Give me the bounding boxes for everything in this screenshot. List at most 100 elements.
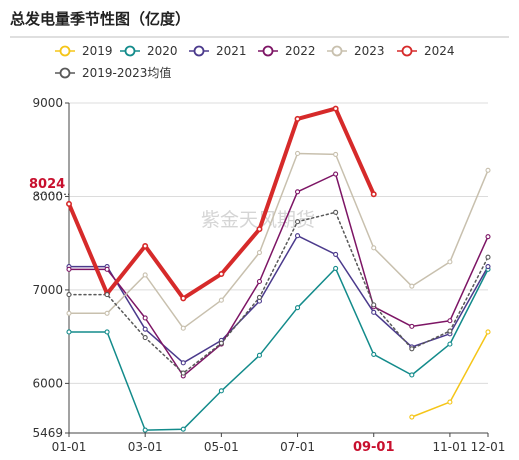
point-2019-2023-4 xyxy=(180,370,186,376)
legend-label-2022: 2022 xyxy=(285,44,316,58)
series-line-2020 xyxy=(68,267,489,431)
point-2024-5 xyxy=(218,271,225,278)
x-tick-label-11-01: 11-01 xyxy=(432,440,467,454)
legend-label-2020: 2020 xyxy=(147,44,178,58)
point-2019-2023-6 xyxy=(256,294,263,300)
point-2019-2023-3 xyxy=(142,335,148,341)
point-2019-2023-11 xyxy=(447,328,453,334)
chart-legend: 2019 2020 2021 2022 2023 2024 2019-2023均值 xyxy=(55,44,455,80)
annotations: 8024 xyxy=(29,177,69,195)
series-lines xyxy=(67,106,489,431)
point-2020-5 xyxy=(218,388,224,394)
series-line-2021 xyxy=(68,234,489,364)
x-tick-label-09-01: 09-01 xyxy=(353,440,395,455)
x-tick-label-07-01: 07-01 xyxy=(280,440,315,454)
series-line-2019-2023 xyxy=(68,211,489,374)
point-2022-11 xyxy=(447,318,453,324)
point-2021-12 xyxy=(485,264,491,270)
point-2023-9 xyxy=(371,245,377,251)
last-value-label: 8024 xyxy=(29,177,65,192)
axes: 5469 6000 7000 8000 9000 01-01 03-01 05-01 07-01… xyxy=(32,96,505,455)
point-2022-7 xyxy=(294,189,301,195)
point-2024-8 xyxy=(332,105,339,112)
point-2019-2023-8 xyxy=(333,209,339,215)
y-tick-label-7000: 7000 xyxy=(32,283,63,297)
point-2022-3 xyxy=(142,315,148,321)
point-2019-2023-10 xyxy=(409,346,415,352)
point-2022-1 xyxy=(66,266,72,272)
point-2023-1 xyxy=(66,310,72,316)
legend-item-2021[interactable]: 2021 xyxy=(189,44,247,58)
legend-swatch-marker-2022 xyxy=(262,45,274,57)
grid-lines xyxy=(69,102,488,384)
point-2024-3 xyxy=(142,242,149,249)
point-2020-6 xyxy=(256,352,263,358)
point-2021-3 xyxy=(142,326,148,332)
x-tick-label-12-01: 12-01 xyxy=(471,440,506,454)
point-2021-9 xyxy=(371,309,377,315)
point-2023-5 xyxy=(218,297,224,303)
point-2023-7 xyxy=(294,150,301,157)
point-2020-11 xyxy=(447,341,453,347)
point-2023-3 xyxy=(142,272,148,278)
point-2020-1 xyxy=(66,329,72,335)
legend-swatch-marker-2019-2023 xyxy=(59,67,71,79)
legend-label-2019-2023: 2019-2023均值 xyxy=(82,65,171,80)
point-2020-3 xyxy=(142,427,148,433)
series-markers xyxy=(66,105,491,433)
point-2019-2023-1 xyxy=(66,292,72,298)
point-2019-11 xyxy=(447,399,453,405)
point-2019-2023-7 xyxy=(294,219,301,225)
chart-title: 总发电量季节性图（亿度） xyxy=(10,10,190,28)
series-line-2023 xyxy=(68,152,489,329)
y-tick-label-6000: 6000 xyxy=(32,376,63,390)
point-2021-8 xyxy=(333,251,339,257)
point-2021-7 xyxy=(294,233,301,239)
x-tick-label-01-01: 01-01 xyxy=(52,440,87,454)
point-2024-7 xyxy=(294,115,301,122)
point-2019-10 xyxy=(409,414,415,420)
watermark-text: 紫金天风期货 xyxy=(201,209,315,231)
series-line-2024 xyxy=(67,106,376,301)
point-2019-12 xyxy=(485,329,491,335)
legend-label-2021: 2021 xyxy=(216,44,247,58)
legend-label-2019: 2019 xyxy=(82,44,113,58)
x-tick-label-03-01: 03-01 xyxy=(128,440,163,454)
point-2023-6 xyxy=(256,249,263,256)
legend-item-2022[interactable]: 2022 xyxy=(258,44,316,58)
point-2021-4 xyxy=(180,360,186,366)
legend-swatch-marker-2019 xyxy=(59,45,71,57)
series-line-2022 xyxy=(68,173,489,377)
point-2019-2023-2 xyxy=(104,292,110,298)
point-2022-6 xyxy=(256,278,263,285)
point-2019-2023-5 xyxy=(218,340,224,346)
point-2023-12 xyxy=(485,167,491,173)
point-2023-10 xyxy=(409,283,415,289)
point-2023-8 xyxy=(333,151,339,157)
legend-item-2024[interactable]: 2024 xyxy=(397,44,455,58)
point-2024-1 xyxy=(66,200,73,207)
legend-item-2019[interactable]: 2019 xyxy=(55,44,113,58)
point-2022-12 xyxy=(485,234,491,240)
point-2020-8 xyxy=(333,265,339,271)
legend-label-2023: 2023 xyxy=(354,44,385,58)
point-2020-9 xyxy=(371,351,377,357)
y-tick-label-9000: 9000 xyxy=(32,96,63,110)
legend-item-2020[interactable]: 2020 xyxy=(120,44,178,58)
legend-swatch-marker-2023 xyxy=(331,45,343,57)
legend-item-2019-2023[interactable]: 2019-2023均值 xyxy=(55,65,171,80)
point-2019-2023-9 xyxy=(371,302,377,308)
point-2020-2 xyxy=(104,329,110,335)
point-2022-8 xyxy=(333,171,339,177)
point-2023-2 xyxy=(104,310,110,316)
point-2024-9 xyxy=(370,191,377,198)
legend-swatch-marker-2020 xyxy=(124,45,136,57)
x-tick-label-05-01: 05-01 xyxy=(204,440,239,454)
point-2019-2023-12 xyxy=(485,254,491,260)
point-2020-4 xyxy=(180,426,186,432)
legend-swatch-marker-2021 xyxy=(193,45,205,57)
point-2024-6 xyxy=(256,226,263,233)
legend-item-2023[interactable]: 2023 xyxy=(327,44,385,58)
